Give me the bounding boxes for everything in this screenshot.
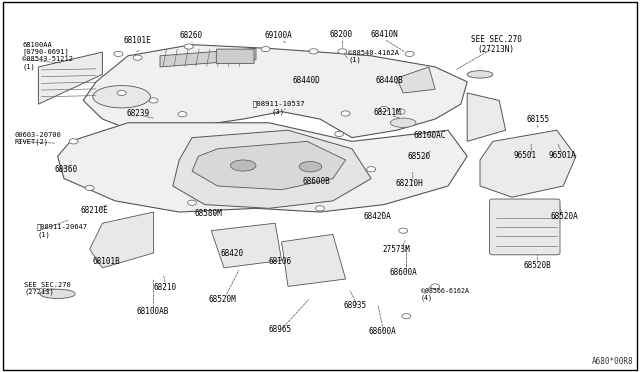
Circle shape [178, 112, 187, 117]
Text: 68211M: 68211M [373, 108, 401, 117]
PathPatch shape [173, 130, 371, 208]
Text: 27573M: 27573M [383, 246, 411, 254]
Circle shape [399, 228, 408, 233]
Text: 68210E: 68210E [81, 206, 109, 215]
Text: 68600B: 68600B [303, 177, 331, 186]
Text: 69100A: 69100A [264, 31, 292, 40]
Ellipse shape [230, 160, 256, 171]
PathPatch shape [38, 52, 102, 104]
Ellipse shape [467, 71, 493, 78]
Text: 96501: 96501 [513, 151, 536, 160]
Text: 68106: 68106 [269, 257, 292, 266]
Circle shape [380, 106, 388, 112]
Text: SEE SEC.270
(27213N): SEE SEC.270 (27213N) [470, 35, 522, 54]
Circle shape [149, 98, 158, 103]
Text: 68100AA
[0790-0691]
©08543-51212
(1): 68100AA [0790-0691] ©08543-51212 (1) [22, 42, 74, 70]
Text: 68239: 68239 [126, 109, 149, 118]
Text: 68420: 68420 [220, 249, 243, 258]
Text: 00603-20700
RIVET(2): 00603-20700 RIVET(2) [14, 132, 61, 145]
Circle shape [316, 206, 324, 211]
Circle shape [396, 109, 405, 114]
Text: 68360: 68360 [54, 165, 77, 174]
Text: SEE SEC.270
(27213): SEE SEC.270 (27213) [24, 282, 71, 295]
Circle shape [335, 131, 344, 137]
PathPatch shape [211, 223, 282, 268]
Text: 68420A: 68420A [364, 212, 392, 221]
Text: 68200: 68200 [330, 30, 353, 39]
Circle shape [69, 139, 78, 144]
Text: 96501A: 96501A [548, 151, 576, 160]
Circle shape [133, 55, 142, 60]
Text: 68210: 68210 [154, 283, 177, 292]
FancyBboxPatch shape [216, 49, 254, 64]
Text: 68935: 68935 [344, 301, 367, 310]
Ellipse shape [300, 161, 321, 172]
Text: 68520B: 68520B [524, 262, 552, 270]
Circle shape [261, 46, 270, 52]
Circle shape [338, 49, 347, 54]
Text: ⓝ08911-10537
(3): ⓝ08911-10537 (3) [252, 101, 305, 115]
Circle shape [188, 200, 196, 205]
Circle shape [309, 49, 318, 54]
Circle shape [117, 90, 126, 96]
PathPatch shape [160, 48, 256, 67]
Text: 68410N: 68410N [370, 30, 398, 39]
Text: 68100AC: 68100AC [414, 131, 446, 140]
Text: 68520A: 68520A [550, 212, 579, 221]
PathPatch shape [480, 130, 576, 197]
Circle shape [85, 185, 94, 190]
Text: 68600A: 68600A [389, 268, 417, 277]
Text: 68260: 68260 [179, 31, 202, 40]
Ellipse shape [93, 86, 150, 108]
Text: 68155: 68155 [526, 115, 549, 124]
Text: 68101B: 68101B [92, 257, 120, 266]
Text: 68440B: 68440B [376, 76, 404, 85]
Circle shape [341, 111, 350, 116]
PathPatch shape [83, 45, 467, 138]
Text: 68580M: 68580M [194, 209, 222, 218]
Text: ⓝ08911-20647
(1): ⓝ08911-20647 (1) [37, 224, 88, 238]
Circle shape [405, 51, 414, 57]
PathPatch shape [58, 123, 467, 212]
Text: 68600A: 68600A [369, 327, 397, 336]
Circle shape [184, 44, 193, 49]
Text: 68101E: 68101E [124, 36, 152, 45]
PathPatch shape [282, 234, 346, 286]
Circle shape [402, 314, 411, 319]
Ellipse shape [390, 118, 416, 127]
Text: 68100AB: 68100AB [136, 307, 168, 316]
PathPatch shape [467, 93, 506, 141]
Circle shape [431, 284, 440, 289]
Text: 68210H: 68210H [395, 179, 423, 187]
Text: 68520: 68520 [408, 153, 431, 161]
FancyBboxPatch shape [490, 199, 560, 255]
Text: A680*00R8: A680*00R8 [592, 357, 634, 366]
Text: 68440D: 68440D [292, 76, 320, 85]
Text: 68520M: 68520M [209, 295, 237, 304]
Polygon shape [397, 67, 435, 93]
PathPatch shape [192, 141, 346, 190]
Circle shape [114, 51, 123, 57]
Text: ©08566-6162A
(4): ©08566-6162A (4) [421, 288, 469, 301]
Text: 68965: 68965 [269, 325, 292, 334]
Circle shape [367, 167, 376, 172]
Ellipse shape [40, 289, 76, 299]
Text: ©08540-4162A
(1): ©08540-4162A (1) [348, 50, 399, 63]
PathPatch shape [90, 212, 154, 268]
